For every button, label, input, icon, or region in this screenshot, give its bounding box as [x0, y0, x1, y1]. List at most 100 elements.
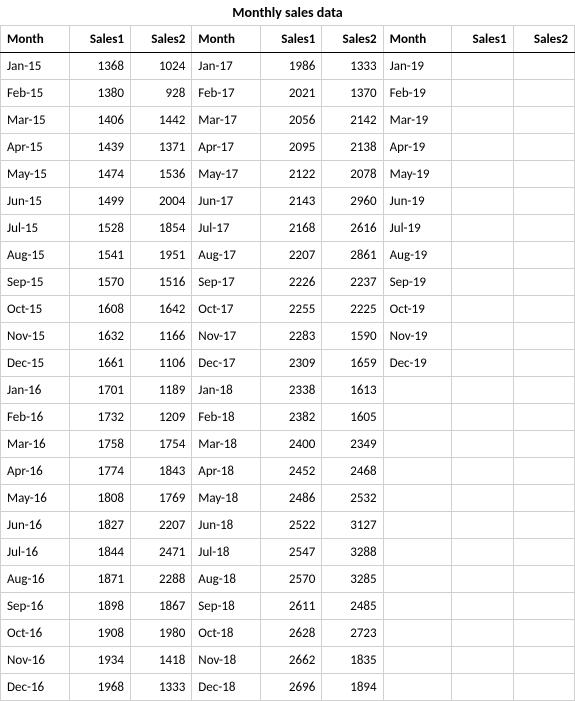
- cell-sales1[interactable]: 2522: [260, 512, 321, 539]
- cell-sales1[interactable]: 2056: [260, 107, 321, 134]
- cell-month[interactable]: Apr-16: [1, 458, 70, 485]
- cell-sales1[interactable]: 1871: [69, 566, 130, 593]
- cell-sales2[interactable]: 2004: [130, 188, 191, 215]
- cell-sales2[interactable]: 1980: [130, 620, 191, 647]
- cell-sales1[interactable]: 2283: [260, 323, 321, 350]
- cell-month[interactable]: Oct-16: [1, 620, 70, 647]
- cell-month[interactable]: Sep-18: [192, 593, 261, 620]
- cell-sales2[interactable]: 1835: [322, 647, 383, 674]
- cell-month[interactable]: Mar-16: [1, 431, 70, 458]
- cell-sales2[interactable]: 1166: [130, 323, 191, 350]
- cell-sales1[interactable]: 2309: [260, 350, 321, 377]
- cell-sales1[interactable]: [452, 485, 513, 512]
- cell-sales1[interactable]: [452, 593, 513, 620]
- cell-sales1[interactable]: [452, 566, 513, 593]
- cell-sales2[interactable]: 1951: [130, 242, 191, 269]
- cell-month[interactable]: Jan-16: [1, 377, 70, 404]
- cell-month[interactable]: [383, 485, 452, 512]
- cell-sales2[interactable]: 1854: [130, 215, 191, 242]
- cell-sales2[interactable]: 1659: [322, 350, 383, 377]
- cell-month[interactable]: Jul-16: [1, 539, 70, 566]
- cell-sales2[interactable]: 3127: [322, 512, 383, 539]
- cell-month[interactable]: [383, 593, 452, 620]
- cell-month[interactable]: Nov-15: [1, 323, 70, 350]
- cell-month[interactable]: Aug-19: [383, 242, 452, 269]
- cell-sales1[interactable]: 1368: [69, 53, 130, 80]
- cell-month[interactable]: Oct-17: [192, 296, 261, 323]
- cell-sales1[interactable]: 1986: [260, 53, 321, 80]
- cell-sales2[interactable]: [513, 215, 574, 242]
- cell-sales1[interactable]: 2338: [260, 377, 321, 404]
- cell-sales2[interactable]: 2485: [322, 593, 383, 620]
- cell-sales2[interactable]: 1024: [130, 53, 191, 80]
- cell-sales2[interactable]: 1642: [130, 296, 191, 323]
- cell-sales2[interactable]: 3288: [322, 539, 383, 566]
- cell-month[interactable]: Sep-16: [1, 593, 70, 620]
- cell-sales2[interactable]: [513, 404, 574, 431]
- cell-sales1[interactable]: 1732: [69, 404, 130, 431]
- cell-sales1[interactable]: 2122: [260, 161, 321, 188]
- cell-sales1[interactable]: 2452: [260, 458, 321, 485]
- cell-month[interactable]: Sep-17: [192, 269, 261, 296]
- cell-sales1[interactable]: [452, 242, 513, 269]
- cell-sales1[interactable]: 1474: [69, 161, 130, 188]
- cell-sales1[interactable]: [452, 512, 513, 539]
- cell-month[interactable]: Jan-17: [192, 53, 261, 80]
- cell-sales2[interactable]: 1754: [130, 431, 191, 458]
- cell-sales1[interactable]: [452, 134, 513, 161]
- cell-sales2[interactable]: [513, 188, 574, 215]
- cell-month[interactable]: May-19: [383, 161, 452, 188]
- cell-sales1[interactable]: [452, 404, 513, 431]
- cell-sales1[interactable]: 2628: [260, 620, 321, 647]
- cell-month[interactable]: Jun-15: [1, 188, 70, 215]
- cell-month[interactable]: Aug-16: [1, 566, 70, 593]
- cell-sales2[interactable]: [513, 620, 574, 647]
- cell-sales2[interactable]: 2138: [322, 134, 383, 161]
- cell-sales1[interactable]: 1570: [69, 269, 130, 296]
- cell-month[interactable]: Dec-19: [383, 350, 452, 377]
- cell-month[interactable]: Nov-16: [1, 647, 70, 674]
- cell-sales1[interactable]: 1632: [69, 323, 130, 350]
- cell-month[interactable]: Apr-19: [383, 134, 452, 161]
- cell-sales2[interactable]: 1536: [130, 161, 191, 188]
- cell-month[interactable]: Oct-18: [192, 620, 261, 647]
- cell-sales1[interactable]: 2207: [260, 242, 321, 269]
- cell-sales2[interactable]: [513, 80, 574, 107]
- cell-sales1[interactable]: 1380: [69, 80, 130, 107]
- cell-month[interactable]: [383, 377, 452, 404]
- cell-month[interactable]: [383, 566, 452, 593]
- cell-sales2[interactable]: [513, 107, 574, 134]
- cell-month[interactable]: May-15: [1, 161, 70, 188]
- cell-sales1[interactable]: 2255: [260, 296, 321, 323]
- cell-sales2[interactable]: 3285: [322, 566, 383, 593]
- cell-sales1[interactable]: [452, 674, 513, 701]
- cell-sales1[interactable]: 1701: [69, 377, 130, 404]
- cell-sales2[interactable]: 2207: [130, 512, 191, 539]
- cell-sales1[interactable]: 1439: [69, 134, 130, 161]
- cell-month[interactable]: Nov-19: [383, 323, 452, 350]
- cell-sales1[interactable]: 1934: [69, 647, 130, 674]
- cell-month[interactable]: Jan-15: [1, 53, 70, 80]
- cell-sales1[interactable]: 1808: [69, 485, 130, 512]
- cell-month[interactable]: Jan-19: [383, 53, 452, 80]
- cell-month[interactable]: Oct-15: [1, 296, 70, 323]
- cell-sales2[interactable]: 1590: [322, 323, 383, 350]
- cell-sales1[interactable]: [452, 215, 513, 242]
- cell-month[interactable]: [383, 404, 452, 431]
- cell-month[interactable]: Oct-19: [383, 296, 452, 323]
- cell-month[interactable]: Jun-18: [192, 512, 261, 539]
- cell-sales2[interactable]: 2225: [322, 296, 383, 323]
- cell-month[interactable]: Dec-16: [1, 674, 70, 701]
- cell-sales2[interactable]: 2723: [322, 620, 383, 647]
- cell-sales1[interactable]: 2400: [260, 431, 321, 458]
- cell-sales1[interactable]: 1541: [69, 242, 130, 269]
- cell-sales1[interactable]: [452, 431, 513, 458]
- cell-month[interactable]: Jul-19: [383, 215, 452, 242]
- cell-month[interactable]: [383, 431, 452, 458]
- cell-month[interactable]: Aug-17: [192, 242, 261, 269]
- cell-month[interactable]: [383, 512, 452, 539]
- cell-sales1[interactable]: 2547: [260, 539, 321, 566]
- cell-sales1[interactable]: 2382: [260, 404, 321, 431]
- cell-sales2[interactable]: [513, 458, 574, 485]
- cell-sales1[interactable]: [452, 350, 513, 377]
